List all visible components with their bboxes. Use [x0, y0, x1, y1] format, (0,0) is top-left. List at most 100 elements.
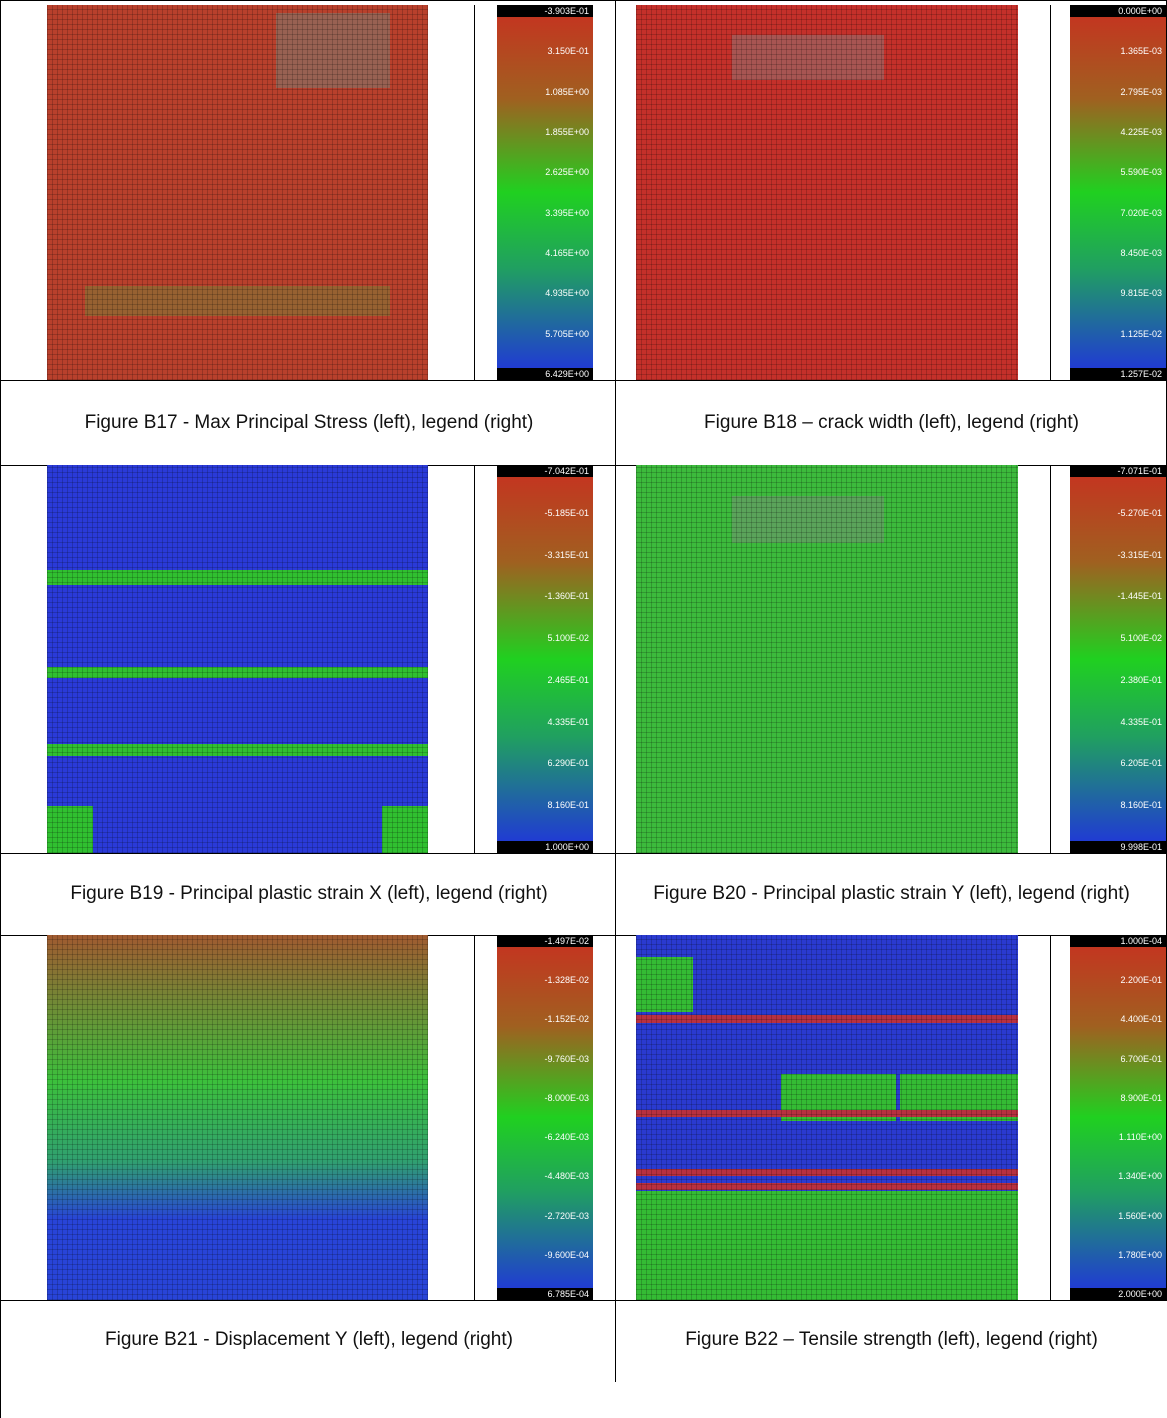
legend-label: 2.380E-01 — [1120, 674, 1162, 685]
legend-label: -7.042E-01 — [497, 465, 593, 477]
contour-plot — [636, 5, 1018, 380]
contour-region — [636, 1183, 1018, 1191]
legend-label: 4.400E-01 — [1120, 1014, 1162, 1025]
contour-region — [275, 12, 390, 88]
legend-label: 6.785E-04 — [497, 1288, 593, 1300]
legend-label: 2.465E-01 — [547, 674, 589, 685]
legend-label: 8.450E-03 — [1120, 248, 1162, 258]
figure-caption: Figure B21 - Displacement Y (left), lege… — [105, 1329, 513, 1350]
legend-label: -1.152E-02 — [544, 1014, 589, 1025]
legend-label: 5.705E+00 — [545, 328, 589, 339]
legend-bar: 0.000E+00 1.365E-03 2.795E-03 4.225E-03 5.59… — [1070, 5, 1166, 380]
legend-label: 6.429E+00 — [497, 368, 593, 380]
contour-region — [636, 1015, 1018, 1023]
legend-label: 1.110E+00 — [1118, 1132, 1162, 1143]
legend-label: -1.328E-02 — [544, 975, 589, 986]
legend-label: -3.315E-01 — [1117, 549, 1162, 560]
mesh — [47, 5, 428, 380]
legend-label: 4.935E+00 — [545, 288, 589, 299]
legend-label: -3.903E-01 — [497, 5, 593, 17]
legend-label: 5.100E-02 — [1120, 633, 1162, 644]
mesh — [47, 935, 428, 1300]
legend-label: -1.497E-02 — [497, 935, 593, 947]
contour-plot — [636, 935, 1018, 1300]
legend-label: 1.085E+00 — [545, 86, 589, 97]
contour-plot — [47, 935, 428, 1300]
table-border — [474, 465, 475, 853]
figure-caption: Figure B19 - Principal plastic strain X … — [70, 883, 548, 904]
legend-label: -1.445E-01 — [1117, 591, 1162, 602]
contour-region — [636, 1110, 1018, 1118]
contour-region — [382, 806, 428, 853]
legend-label: 1.365E-03 — [1120, 46, 1162, 57]
legend-label: 5.100E-02 — [547, 633, 589, 644]
figure-caption: Figure B17 - Max Principal Stress (left)… — [84, 411, 534, 433]
table-border — [0, 853, 1167, 854]
table-border — [0, 0, 1167, 1]
legend-label: 1.257E-02 — [1070, 368, 1166, 380]
legend-label: 1.780E+00 — [1118, 1249, 1162, 1260]
legend-label: 1.560E+00 — [1118, 1210, 1162, 1221]
table-border — [0, 0, 1, 1418]
legend-label: 1.125E-02 — [1120, 328, 1162, 339]
legend-label: 8.900E-01 — [1120, 1092, 1162, 1103]
legend-bar: -7.042E-01 -5.185E-01 -3.315E-01 -1.360E-01… — [497, 465, 593, 853]
table-border — [474, 5, 475, 380]
mesh — [636, 935, 1018, 1300]
contour-plot — [47, 5, 428, 380]
legend-bar: -1.497E-02 -1.328E-02 -1.152E-02 -9.760E-03… — [497, 935, 593, 1300]
legend-label: -2.720E-03 — [544, 1210, 589, 1221]
legend-label: 1.855E+00 — [545, 127, 589, 137]
table-border — [1050, 935, 1051, 1300]
legend-label: 9.998E-01 — [1070, 841, 1166, 853]
legend-label: 4.335E-01 — [547, 716, 589, 727]
contour-plot — [47, 465, 428, 853]
legend-label: -1.360E-01 — [544, 591, 589, 602]
legend-label: 8.160E-01 — [1120, 800, 1162, 811]
table-border — [615, 0, 616, 1382]
legend-label: 3.150E-01 — [547, 46, 589, 57]
legend-label: 1.000E+00 — [497, 841, 593, 853]
legend-label: 8.160E-01 — [547, 800, 589, 811]
table-border — [1050, 465, 1051, 853]
legend-label: -8.000E-03 — [544, 1092, 589, 1103]
figure-caption: Figure B22 – Tensile strength (left), le… — [685, 1329, 1098, 1350]
legend-label: 6.290E-01 — [547, 758, 589, 769]
legend-label: -6.240E-03 — [544, 1132, 589, 1143]
figure-caption: Figure B18 – crack width (left), legend … — [704, 411, 1079, 433]
legend-label: -9.600E-04 — [544, 1249, 589, 1260]
contour-region — [47, 744, 428, 756]
legend-label: 5.590E-03 — [1120, 167, 1162, 178]
contour-plot — [636, 465, 1018, 853]
table-border — [0, 380, 1167, 381]
legend-label: -5.270E-01 — [1117, 507, 1162, 518]
legend-label: 4.165E+00 — [545, 248, 589, 258]
legend-label: 4.335E-01 — [1120, 716, 1162, 727]
legend-bar: -3.903E-01 3.150E-01 1.085E+00 1.855E+00 2.6… — [497, 5, 593, 380]
contour-region — [47, 666, 428, 679]
mesh — [47, 465, 428, 853]
legend-label: 9.815E-03 — [1120, 288, 1162, 299]
legend-label: 6.205E-01 — [1120, 758, 1162, 769]
legend-label: 6.700E-01 — [1120, 1053, 1162, 1064]
legend-label: 3.395E+00 — [545, 207, 589, 218]
table-border — [474, 935, 475, 1300]
legend-label: 2.200E-01 — [1120, 975, 1162, 986]
contour-region — [636, 956, 694, 1012]
table-border — [0, 1300, 1167, 1301]
legend-label: 1.340E+00 — [1118, 1171, 1162, 1182]
legend-label: -5.185E-01 — [544, 507, 589, 518]
legend-label: 7.020E-03 — [1120, 207, 1162, 218]
contour-region — [731, 496, 885, 543]
legend-label: 2.000E+00 — [1070, 1288, 1166, 1300]
contour-region — [47, 569, 428, 586]
legend-label: 2.795E-03 — [1120, 86, 1162, 97]
contour-region — [636, 1168, 1018, 1176]
contour-region — [85, 286, 390, 317]
table-border — [1050, 5, 1051, 380]
legend-label: 0.000E+00 — [1070, 5, 1166, 17]
legend-label: -7.071E-01 — [1070, 465, 1166, 477]
figure-caption: Figure B20 - Principal plastic strain Y … — [653, 883, 1130, 904]
legend-label: -3.315E-01 — [544, 549, 589, 560]
